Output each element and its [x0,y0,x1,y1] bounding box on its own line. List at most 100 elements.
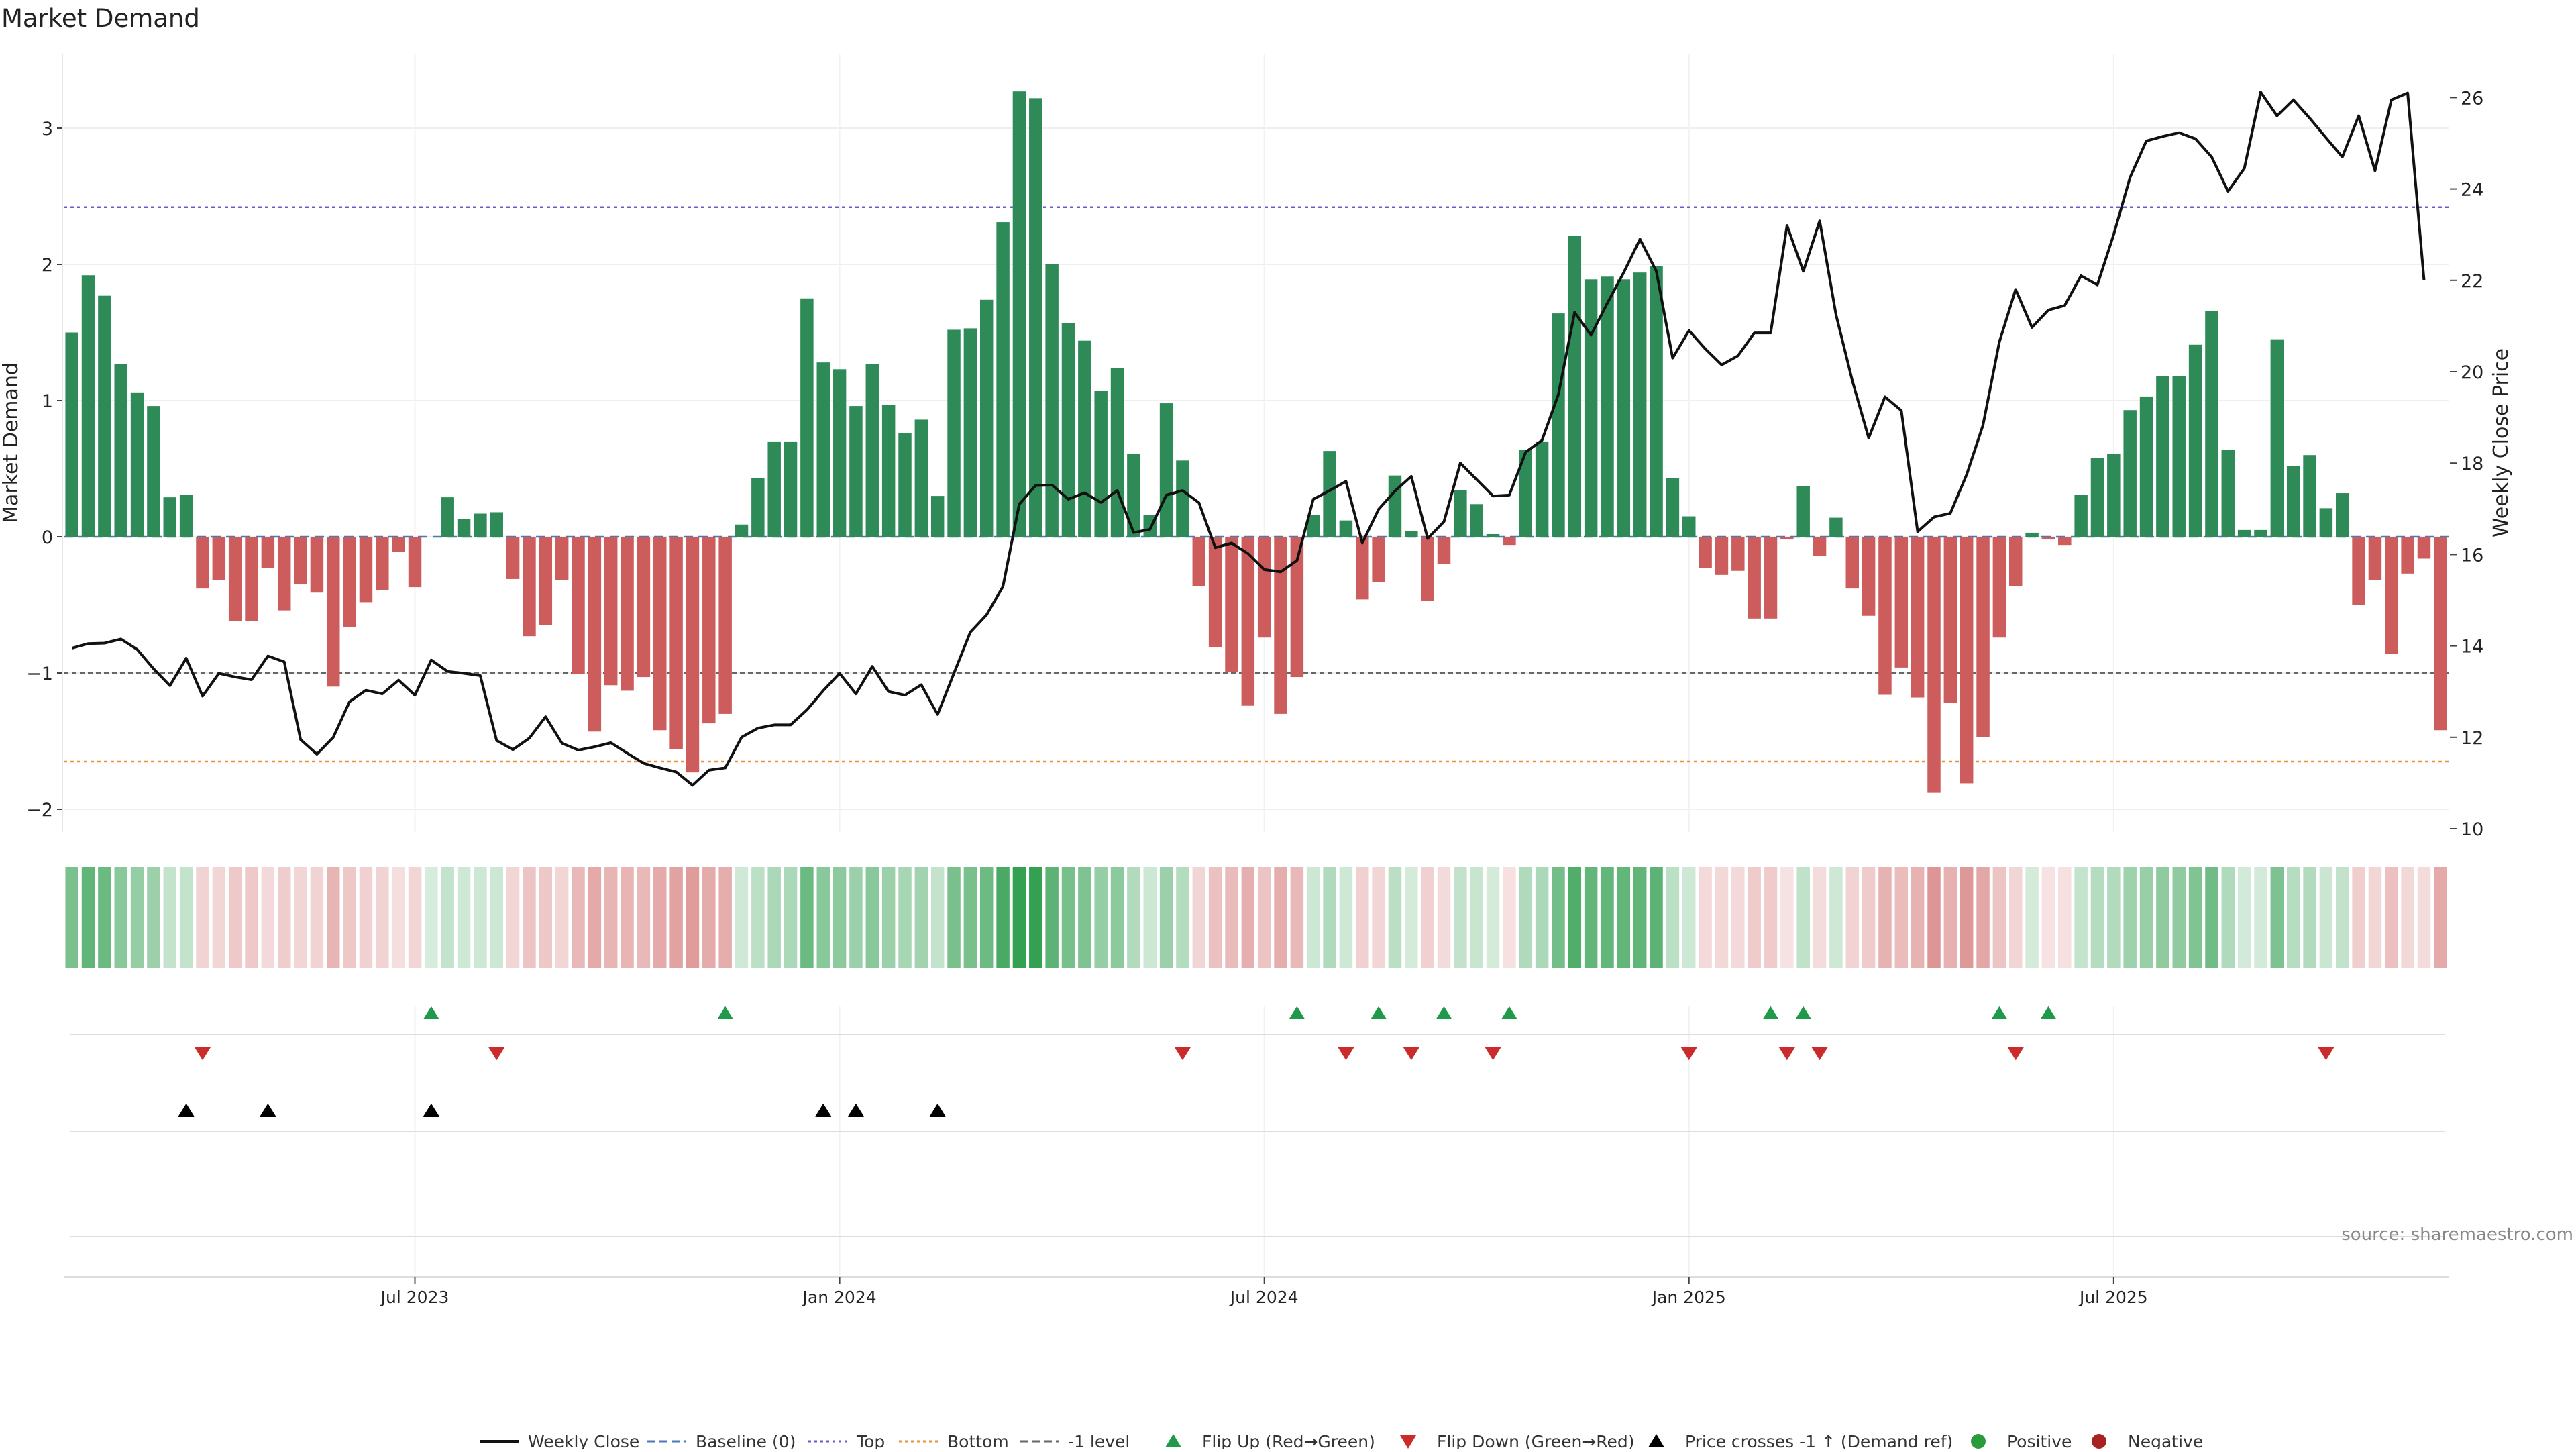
heat-cell [147,867,160,968]
flip-down-marker [1174,1047,1191,1061]
flip-up-marker [1371,1006,1387,1019]
demand-bar [277,537,291,611]
x-tick-label: Jul 2023 [380,1288,449,1307]
heat-cell [212,867,226,968]
heat-cell [1927,867,1941,968]
price-cross-marker [423,1103,439,1117]
demand-bar [81,275,95,537]
demand-bar [392,537,405,552]
demand-bar [2221,450,2235,537]
legend-swatch [1648,1434,1664,1447]
y2-tick-label: 20 [2461,362,2483,383]
heat-cell [751,867,765,968]
demand-bar [1633,272,1647,537]
heat-cell [523,867,536,968]
demand-bar [1208,537,1222,647]
demand-bar [2237,529,2251,537]
heat-cell [2286,867,2300,968]
heat-cell [179,867,193,968]
heat-cell [1323,867,1336,968]
heat-cell [359,867,373,968]
demand-bar [2090,458,2104,537]
heat-cell [2205,867,2218,968]
flip-up-marker [1991,1006,2008,1019]
heat-cell [1176,867,1189,968]
heat-cell [327,867,340,968]
heat-cell [2009,867,2023,968]
heat-cell [784,867,798,968]
demand-bar [1094,391,1108,537]
heat-cell [702,867,716,968]
flip-down-marker [2007,1047,2024,1061]
heat-cell [2188,867,2202,968]
legend-label: Positive [2007,1432,2072,1449]
demand-bar [1682,516,1696,537]
demand-bar [228,537,242,621]
demand-bar [1454,490,1467,537]
heat-cell [1584,867,1598,968]
heat-cell [653,867,667,968]
demand-bar [686,537,700,773]
heat-cell [277,867,291,968]
heat-cell [1748,867,1761,968]
demand-bar [1503,537,1516,546]
heat-cell [1796,867,1810,968]
demand-bar [114,364,127,537]
demand-bar [1486,533,1500,537]
demand-bar [2123,410,2137,537]
demand-bar [1176,460,1189,537]
demand-bar [1943,537,1957,703]
price-cross-marker [847,1103,864,1117]
demand-bar [653,537,667,731]
heat-cell [1633,867,1647,968]
heat-cell [2254,867,2267,968]
heat-cell [228,867,242,968]
demand-bar [1584,279,1598,537]
demand-bar [2352,537,2365,605]
demand-bar [376,537,389,590]
demand-bar [196,537,209,589]
demand-bar [849,406,863,537]
heat-cell [1061,867,1075,968]
heat-cell [963,867,977,968]
heat-cell [914,867,928,968]
heat-cell [1943,867,1957,968]
demand-bar [490,512,503,537]
heat-cell [1829,867,1843,968]
legend-label: Baseline (0) [696,1432,796,1449]
demand-bar [2107,454,2121,537]
heat-cell [686,867,700,968]
x-axis: Jul 2023 Jan 2024 Jul 2024 Jan 2025 Jul 2025 [64,1276,2449,1307]
price-cross-marker [929,1103,946,1117]
heat-cell [1878,867,1892,968]
heat-cell [163,867,177,968]
heat-cell [2270,867,2284,968]
heat-cell [2237,867,2251,968]
heat-cell [98,867,111,968]
heat-cell [669,867,683,968]
heat-cell [930,867,945,968]
flip-up-marker [423,1006,439,1019]
demand-bar [1388,475,1402,537]
demand-bar [1845,537,1859,589]
demand-bar [474,513,487,537]
y2-tick-label: 12 [2461,728,2483,749]
flip-down-marker [1485,1047,1501,1061]
demand-bar [1650,266,1663,537]
heat-cell [2221,867,2235,968]
demand-bar [359,537,373,603]
heat-cell [2434,867,2447,968]
demand-bar [979,299,994,537]
demand-bar [604,537,618,686]
demand-bar [1323,451,1336,537]
heat-cell [2156,867,2169,968]
heat-cell [1437,867,1451,968]
flip-up-marker [1501,1006,1517,1019]
flip-up-marker [2040,1006,2057,1019]
heat-cell [1911,867,1925,968]
heat-cell [1764,867,1778,968]
heat-cell [800,867,814,968]
demand-bar [816,362,830,537]
demand-bar [163,497,177,537]
heat-cell [2417,867,2431,968]
